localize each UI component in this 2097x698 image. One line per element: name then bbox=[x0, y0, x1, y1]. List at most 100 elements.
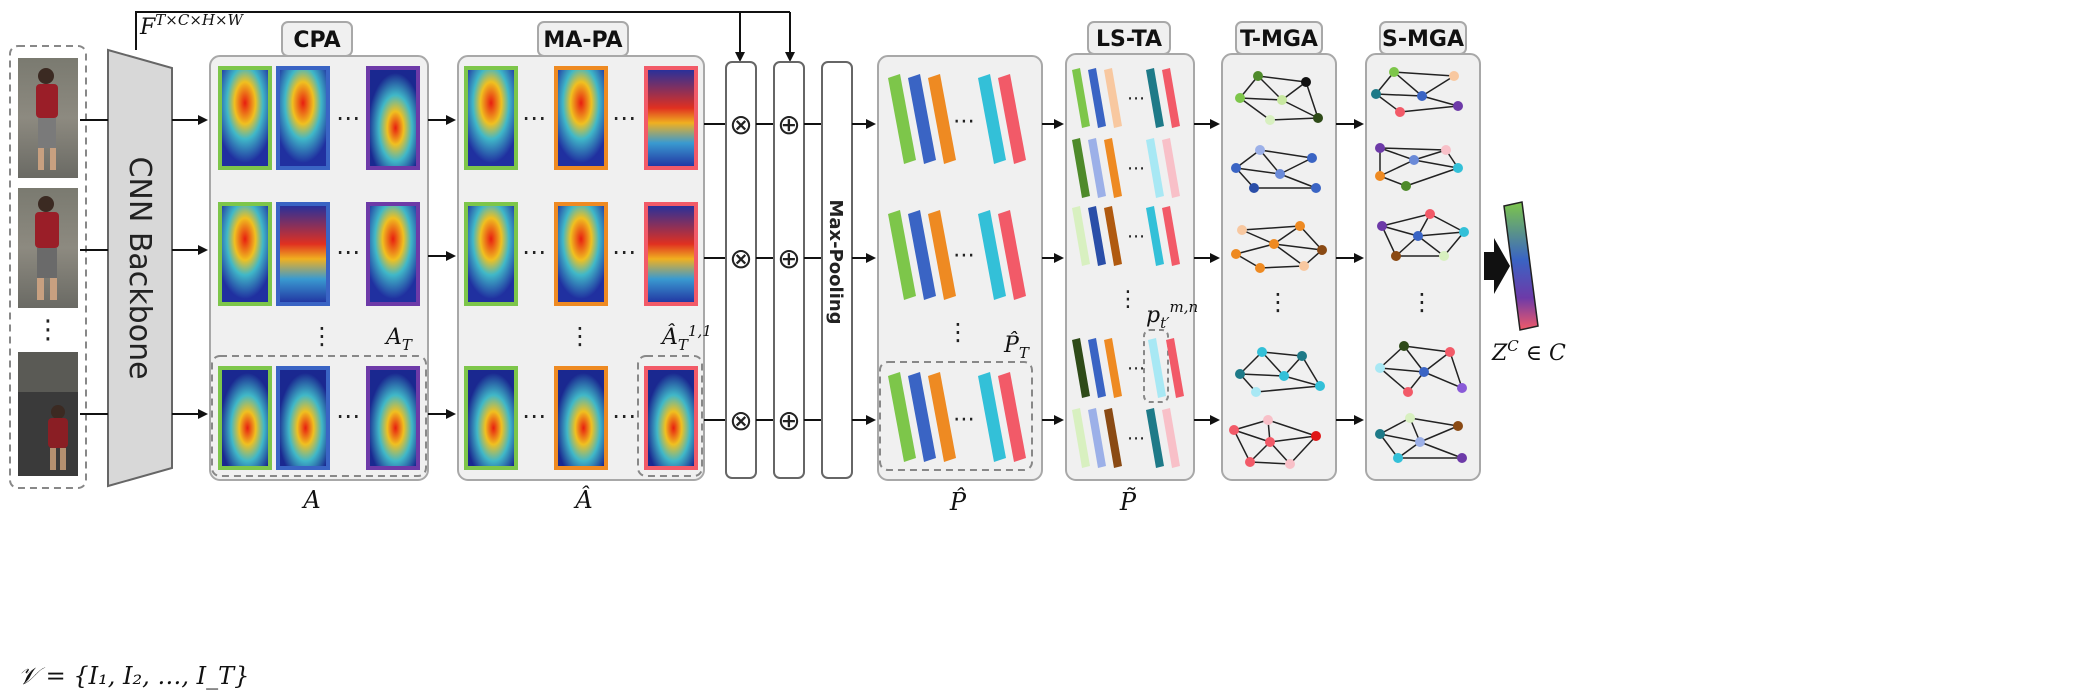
lsta-row-2: ⋯ bbox=[1072, 138, 1180, 198]
lsta-to-tmga-arrows bbox=[1194, 119, 1220, 425]
mapa-map-r3-orange bbox=[554, 366, 608, 470]
mapa-map-r2-red bbox=[644, 202, 698, 306]
parts-row-2: ⋯ bbox=[888, 210, 1026, 300]
part-bar bbox=[908, 210, 936, 300]
parts-to-lsta-arrows bbox=[1042, 119, 1064, 425]
multiply-op-1: ⊗ bbox=[729, 108, 752, 141]
input-frame-2 bbox=[18, 188, 78, 308]
backbone-trapezoid bbox=[107, 48, 173, 488]
cpa-map-r3-blue bbox=[276, 366, 330, 470]
mapa-map-r1-green bbox=[464, 66, 518, 170]
add-column: ⊕ ⊕ ⊕ bbox=[773, 61, 805, 479]
tmga-title: T-MGA bbox=[1240, 27, 1318, 52]
tmga-graph-5 bbox=[1229, 415, 1321, 469]
input-dashed-box bbox=[9, 45, 87, 489]
cpa-map-r1-green bbox=[218, 66, 272, 170]
input-set-label: 𝒱 = {I₁, I₂, …, I_T} bbox=[18, 662, 249, 690]
cnn-backbone: CNN Backbone bbox=[107, 48, 173, 488]
parts-selected-row-box bbox=[879, 361, 1033, 471]
lsta-row-1: ⋯ bbox=[1072, 68, 1180, 128]
output-feature-bar bbox=[1503, 201, 1539, 331]
smga-graph-5 bbox=[1375, 413, 1467, 463]
cpa-map-r2-blue bbox=[276, 202, 330, 306]
mapa-map-r2-green bbox=[464, 202, 518, 306]
cpa-r1-ellipsis: ⋯ bbox=[336, 104, 360, 132]
output-label: ZC ∈ C bbox=[1491, 337, 1566, 366]
cpa-module: CPA ⋯ ⋯ ⋮ AT ⋯ A bbox=[209, 21, 429, 514]
smga-module: S-MGA bbox=[1365, 21, 1481, 481]
tmga-graph-2 bbox=[1231, 145, 1321, 193]
tmga-to-smga-arrows bbox=[1336, 119, 1364, 425]
part-bar bbox=[908, 74, 936, 164]
tmga-graph-4 bbox=[1235, 347, 1325, 397]
cpa-corner-label: AT bbox=[384, 325, 413, 354]
part-bar bbox=[998, 74, 1026, 164]
part-bar bbox=[978, 210, 1006, 300]
add-op-1: ⊕ bbox=[777, 108, 800, 141]
lsta-r3-ellipsis: ⋯ bbox=[1127, 226, 1145, 247]
input-frames-group: ⋮ 𝒱 = {I₁, I₂, …, I_T} bbox=[9, 45, 249, 690]
tmga-module: T-MGA bbox=[1221, 21, 1337, 481]
cpa-map-r1-purple bbox=[366, 66, 420, 170]
input-vertical-ellipsis: ⋮ bbox=[35, 315, 61, 345]
mapa-r1-ellipsis-b: ⋯ bbox=[612, 104, 636, 132]
mapa-vertical-ellipsis: ⋮ bbox=[568, 322, 592, 350]
cpa-r2-ellipsis: ⋯ bbox=[336, 238, 360, 266]
mapa-title-tab bbox=[537, 21, 629, 57]
parts-row-3: ⋯ bbox=[888, 372, 1026, 462]
mapa-r3-ellipsis-a: ⋯ bbox=[522, 402, 546, 430]
part-bar bbox=[978, 372, 1006, 462]
maxpool-label: Max-Pooling bbox=[825, 199, 846, 324]
add-to-maxpool bbox=[804, 123, 822, 421]
lsta-node-label: pt′m,n bbox=[1146, 298, 1198, 332]
part-bar bbox=[928, 74, 956, 164]
multiply-op-3: ⊗ bbox=[729, 404, 752, 437]
tmga-vertical-ellipsis: ⋮ bbox=[1266, 288, 1290, 316]
part-bar bbox=[888, 74, 916, 164]
input-frame-3 bbox=[18, 352, 78, 476]
maxpool-bar bbox=[821, 61, 853, 479]
parts-vertical-ellipsis: ⋮ bbox=[946, 318, 970, 346]
add-bar bbox=[773, 61, 805, 479]
mapa-r2-ellipsis-a: ⋯ bbox=[522, 238, 546, 266]
cpa-title: CPA bbox=[293, 28, 340, 53]
parts-r2-ellipsis: ⋯ bbox=[953, 243, 975, 268]
mapa-map-r1-orange bbox=[554, 66, 608, 170]
cpa-vertical-ellipsis: ⋮ bbox=[310, 322, 334, 350]
smga-graph-3 bbox=[1377, 209, 1469, 261]
smga-graph-2 bbox=[1375, 143, 1463, 191]
feature-label: FT×C×H×W bbox=[139, 11, 245, 40]
parts-r1-ellipsis: ⋯ bbox=[953, 109, 975, 134]
part-bar bbox=[978, 74, 1006, 164]
mapa-module: MA-PA ⋯ ⋯ ⋯ ⋯ ⋮ ÂT1,1 ⋯ ⋯ Â bbox=[457, 21, 712, 514]
part-bar bbox=[908, 372, 936, 462]
lsta-title-tab bbox=[1087, 21, 1171, 55]
cpa-title-tab bbox=[281, 21, 353, 57]
smga-graph-4 bbox=[1375, 341, 1467, 397]
cpa-map-r3-purple bbox=[366, 366, 420, 470]
cpa-bottom-label: A bbox=[301, 486, 320, 514]
cpa-map-r1-blue bbox=[276, 66, 330, 170]
cpa-map-r2-purple bbox=[366, 202, 420, 306]
multiply-bar bbox=[725, 61, 757, 479]
lsta-r5-ellipsis: ⋯ bbox=[1127, 428, 1145, 449]
mapa-title: MA-PA bbox=[543, 28, 622, 53]
part-bar bbox=[888, 210, 916, 300]
tmga-graph-1 bbox=[1235, 71, 1323, 125]
part-bar bbox=[888, 372, 916, 462]
mapa-map-r3-red bbox=[644, 366, 698, 470]
part-bar bbox=[928, 210, 956, 300]
input-frame-1 bbox=[18, 58, 78, 178]
mapa-map-r1-red bbox=[644, 66, 698, 170]
lsta-row-4: ⋯ bbox=[1072, 329, 1184, 403]
mapa-selected-part-box bbox=[637, 355, 703, 477]
backbone-to-cpa-arrows bbox=[172, 115, 208, 419]
input-connectors bbox=[80, 119, 108, 415]
mapa-map-r2-orange bbox=[554, 202, 608, 306]
multiply-column: ⊗ ⊗ ⊗ bbox=[725, 61, 757, 479]
tmga-graph-3 bbox=[1231, 221, 1327, 273]
parts-corner-label: P̂T bbox=[1003, 332, 1030, 362]
lsta-title: LS-TA bbox=[1096, 27, 1162, 52]
parts-row-1: ⋯ bbox=[888, 74, 1026, 164]
